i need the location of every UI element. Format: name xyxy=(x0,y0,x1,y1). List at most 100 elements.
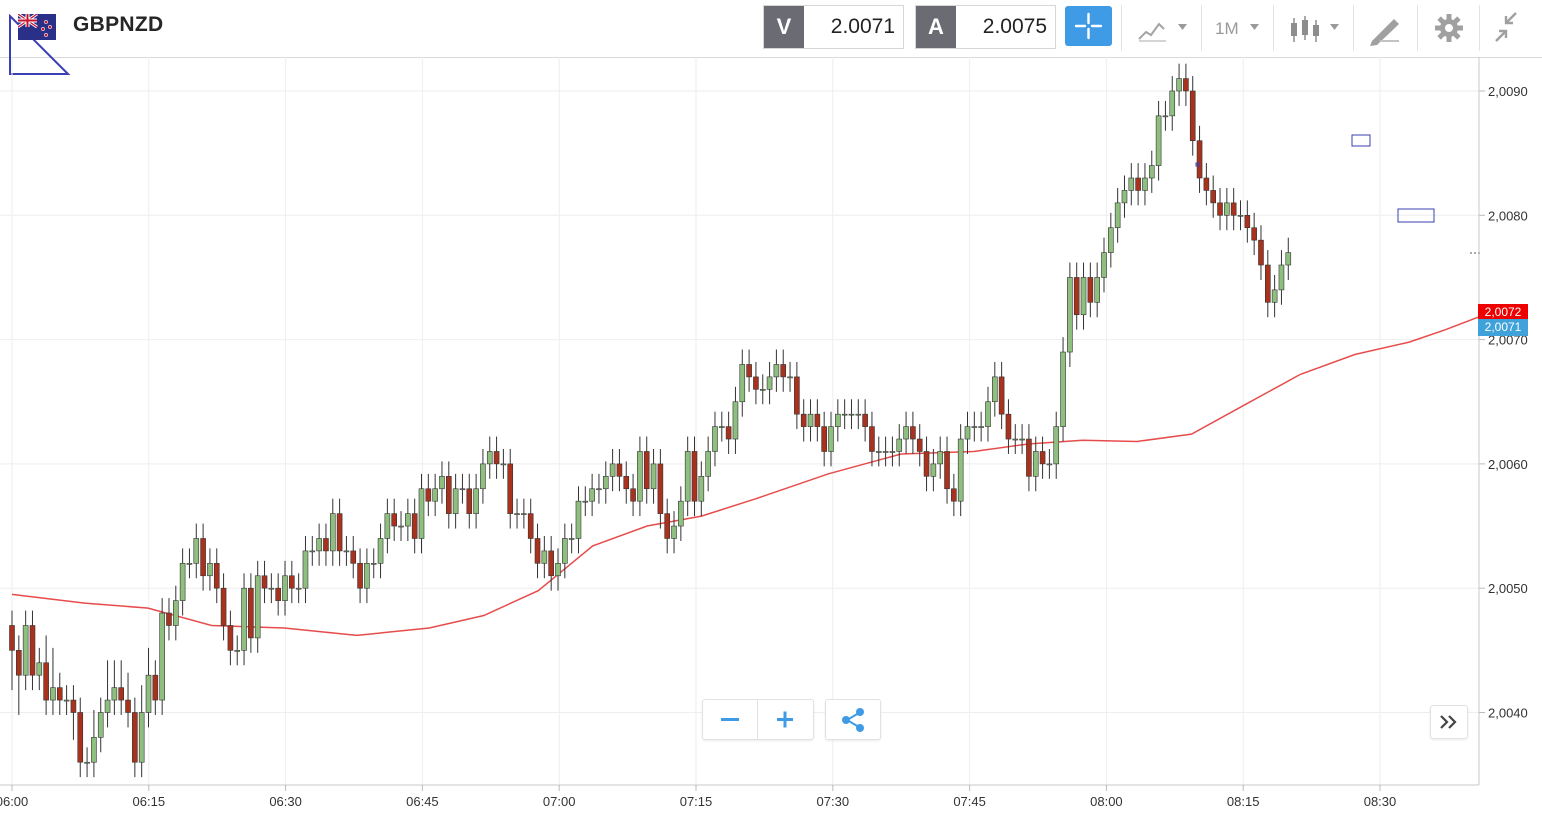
candle xyxy=(759,374,766,405)
candle-body-down xyxy=(70,699,77,713)
candle-body-up xyxy=(179,563,186,601)
candle-body-down xyxy=(998,376,1005,415)
candle xyxy=(548,535,554,591)
candle-body-down xyxy=(29,625,36,676)
timeframe-dropdown[interactable]: 1M xyxy=(1201,5,1274,51)
candle xyxy=(657,448,664,529)
candle xyxy=(1087,262,1094,318)
candle xyxy=(1067,262,1073,367)
candle-body-up xyxy=(555,563,561,577)
candle-body-down xyxy=(227,625,234,651)
candle xyxy=(152,660,159,715)
candle-body-up xyxy=(63,699,70,702)
candle xyxy=(282,560,288,616)
candle-body-down xyxy=(261,575,268,589)
y-tick-label: 2,0060 xyxy=(1488,457,1528,472)
candle xyxy=(1039,436,1046,479)
candle xyxy=(862,399,868,442)
candle xyxy=(794,361,800,430)
price-chart[interactable]: 2,0090 2,0080 2,0070 2,0060 2,0050 2,0040 06:… xyxy=(0,57,1542,821)
candle-body-up xyxy=(405,513,411,527)
candle xyxy=(1012,424,1019,454)
candle xyxy=(316,523,322,566)
candle xyxy=(623,461,630,504)
candle xyxy=(302,535,309,604)
candle-body-down xyxy=(220,587,227,626)
settings-button[interactable] xyxy=(1417,5,1480,51)
candle xyxy=(964,411,971,454)
candle xyxy=(671,511,677,554)
chart-type-dropdown[interactable] xyxy=(1121,5,1202,51)
candle-body-up xyxy=(1032,451,1039,477)
candle xyxy=(220,573,227,641)
sell-price-box[interactable]: V 2.0071 xyxy=(763,5,904,49)
zoom-out-button[interactable] xyxy=(703,700,758,739)
candle-body-down xyxy=(391,513,398,527)
candle xyxy=(978,411,984,442)
candle xyxy=(1278,250,1285,305)
candle xyxy=(609,448,616,492)
candle-body-down xyxy=(916,438,923,452)
x-tick-label: 06:30 xyxy=(269,794,302,809)
candle-body-down xyxy=(1203,177,1210,191)
candle xyxy=(1155,100,1162,181)
zoom-in-button[interactable] xyxy=(758,700,812,739)
candle xyxy=(1053,411,1060,479)
candle-body-up xyxy=(145,674,152,713)
candle-body-down xyxy=(630,488,636,502)
collapse-button[interactable] xyxy=(1479,5,1542,51)
candle xyxy=(179,548,186,616)
candle xyxy=(159,598,165,715)
candle-body-down xyxy=(534,538,541,564)
candle-body-down xyxy=(1026,438,1032,477)
candle-body-up xyxy=(991,376,998,403)
candle xyxy=(166,598,172,641)
share-button[interactable] xyxy=(825,699,881,740)
candle xyxy=(234,635,241,666)
buy-price: 2.0075 xyxy=(982,15,1047,38)
candle-body-up xyxy=(1046,463,1053,466)
candle-body-up xyxy=(377,538,384,564)
candle xyxy=(70,685,77,740)
candle-body-down xyxy=(616,463,623,477)
candles xyxy=(9,63,1292,778)
scroll-to-latest-button[interactable] xyxy=(1430,705,1468,739)
annotation-point xyxy=(1195,162,1200,167)
candle-body-up xyxy=(609,463,616,477)
candle-body-up xyxy=(964,426,971,440)
chevron-down-icon xyxy=(1178,24,1187,30)
candle-style-dropdown[interactable] xyxy=(1273,5,1354,51)
candle xyxy=(1251,212,1257,256)
crosshair-button[interactable] xyxy=(1065,6,1112,46)
drawing-tools-button[interactable] xyxy=(1353,5,1418,51)
candle-body-down xyxy=(9,625,15,651)
candle-body-up xyxy=(602,476,609,490)
y-tick-label: 2,0080 xyxy=(1488,208,1528,223)
candle-body-up xyxy=(384,513,391,539)
candle-body-up xyxy=(486,451,493,465)
candle xyxy=(145,647,152,728)
buy-price-box[interactable]: A 2.0075 xyxy=(915,5,1056,49)
candle-body-down xyxy=(1217,202,1223,216)
candle-body-up xyxy=(882,451,889,453)
candle xyxy=(173,585,179,641)
candle xyxy=(213,548,220,604)
candle-body-down xyxy=(125,699,131,713)
candle-body-up xyxy=(1053,426,1060,465)
candle xyxy=(923,436,930,492)
candle xyxy=(329,498,336,566)
crosshair-icon xyxy=(1074,12,1103,40)
x-tick-label: 06:45 xyxy=(406,794,439,809)
candle-body-down xyxy=(200,538,206,577)
candle-body-up xyxy=(36,662,43,676)
candle xyxy=(9,610,15,691)
candle xyxy=(391,498,398,541)
y-tick-label: 2,0070 xyxy=(1488,333,1528,348)
candle-body-up xyxy=(705,451,711,477)
candle-body-up xyxy=(1121,190,1128,204)
candle-body-up xyxy=(50,687,56,701)
candle-body-up xyxy=(589,488,595,502)
candle-body-down xyxy=(132,712,138,763)
candle-body-up xyxy=(732,401,739,440)
x-tick-label: 07:00 xyxy=(543,794,576,809)
